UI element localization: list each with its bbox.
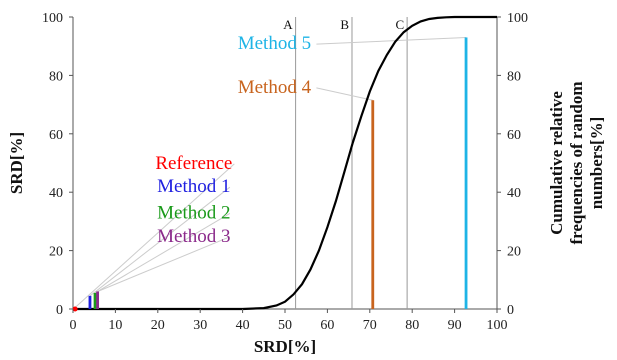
cumulative-curve	[73, 15, 497, 311]
y2-tick-label: 0	[507, 303, 514, 318]
y-tick-label: 60	[49, 128, 63, 143]
y-tick-label: 40	[49, 186, 63, 201]
bar-reference	[72, 306, 78, 312]
reference-line-label: C	[395, 17, 404, 32]
reference-line-label: B	[340, 17, 349, 32]
y-tick-label: 80	[49, 69, 63, 84]
y-axis-title: SRD[%]	[7, 132, 26, 194]
x-tick-label: 20	[151, 318, 165, 333]
bar-method-2	[93, 292, 97, 309]
bars	[72, 37, 468, 312]
leader-line	[316, 36, 467, 45]
bar-method-3	[96, 291, 99, 309]
x-ticks: 0 10 20 30 40 50 60 70 80 90 100	[70, 309, 508, 333]
series-label-method-2: Method 2	[157, 202, 230, 223]
series-label-method-3: Method 3	[157, 226, 230, 247]
x-tick-label: 80	[405, 318, 419, 333]
x-tick-label: 70	[363, 318, 377, 333]
y-ticks: 0 20 40 60 80 100	[42, 11, 73, 318]
x-tick-label: 0	[70, 318, 77, 333]
y2-tick-label: 100	[507, 11, 528, 26]
leader-line	[89, 186, 231, 297]
y2-axis-title-line-2: frequencies of random	[567, 81, 586, 244]
plot-area	[72, 17, 498, 310]
x-tick-label: 40	[236, 318, 250, 333]
y2-axis-title-line-1: Cumulative relative	[547, 91, 566, 235]
x-axis-title: SRD[%]	[254, 337, 316, 356]
bar-method-4	[371, 100, 375, 309]
x-tick-label: 30	[193, 318, 207, 333]
x-tick-label: 50	[278, 318, 292, 333]
leader-line	[97, 236, 231, 292]
y2-axis-title-line-3: numbers[%]	[587, 117, 606, 210]
series-label-reference: Reference	[155, 153, 232, 174]
y2-tick-label: 20	[507, 245, 521, 260]
y-tick-label: 20	[49, 245, 63, 260]
series-label-method-4: Method 4	[238, 77, 312, 98]
leader-lines	[74, 36, 467, 308]
x-tick-label: 100	[487, 318, 508, 333]
y2-ticks: 0 20 40 60 80 100	[497, 11, 528, 318]
y-tick-label: 100	[42, 11, 63, 26]
series-label-method-1: Method 1	[157, 176, 230, 197]
reference-lines: A B C	[283, 17, 408, 309]
x-tick-label: 90	[448, 318, 462, 333]
x-tick-label: 10	[108, 318, 122, 333]
leader-line	[94, 213, 231, 294]
y-tick-label: 0	[56, 303, 63, 318]
reference-line-label: A	[283, 17, 293, 32]
y2-tick-label: 60	[507, 128, 521, 143]
leader-line	[74, 163, 235, 308]
y2-tick-label: 40	[507, 186, 521, 201]
series-label-method-5: Method 5	[238, 33, 311, 54]
leader-line	[316, 87, 373, 101]
x-tick-label: 60	[320, 318, 334, 333]
y2-tick-label: 80	[507, 69, 521, 84]
bar-method-5	[464, 37, 468, 309]
bar-method-1	[88, 295, 92, 309]
